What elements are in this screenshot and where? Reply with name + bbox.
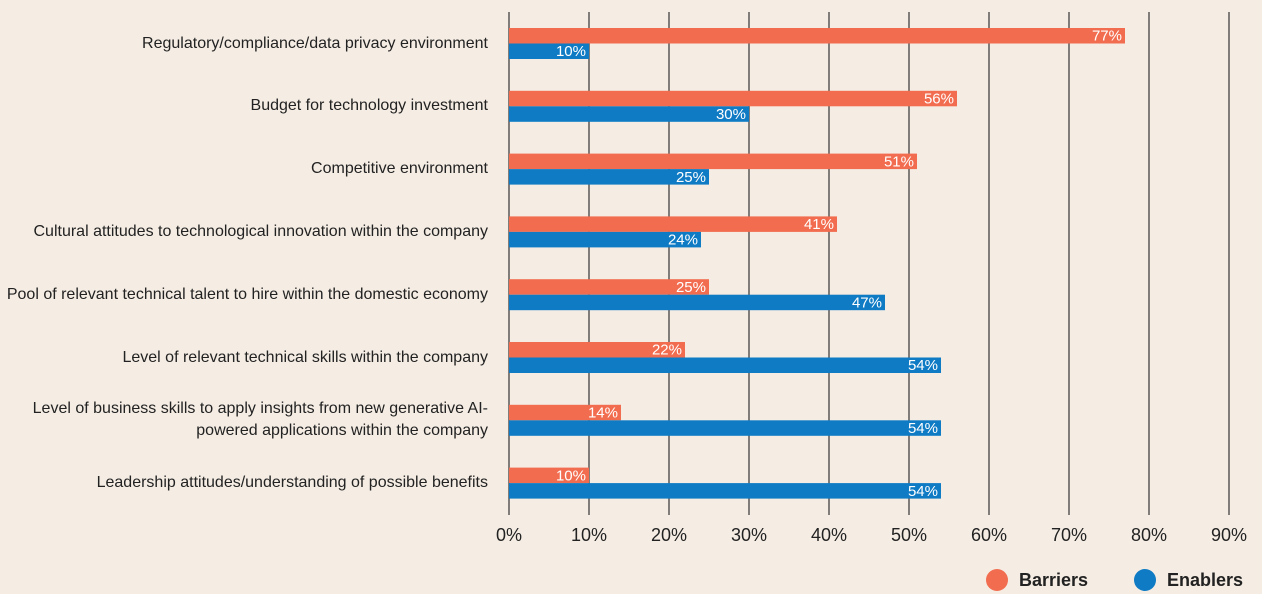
bar <box>509 216 837 232</box>
x-tick-label: 80% <box>1131 525 1167 545</box>
category-label: Leadership attitudes/understanding of po… <box>96 474 488 492</box>
value-label: 56% <box>924 91 954 108</box>
bar <box>509 294 885 311</box>
legend-label: Enablers <box>1167 570 1243 590</box>
value-label: 47% <box>852 294 882 311</box>
bar <box>509 231 701 248</box>
value-label: 54% <box>908 357 938 374</box>
x-tick-label: 0% <box>496 525 522 545</box>
bar <box>509 404 621 421</box>
category-label: Level of business skills to apply insigh… <box>32 400 488 440</box>
value-label: 24% <box>668 232 698 249</box>
legend-swatch <box>1134 569 1156 591</box>
category-label: Competitive environment <box>311 160 488 178</box>
x-tick-label: 90% <box>1211 525 1247 545</box>
bar <box>509 483 941 499</box>
legend-swatch <box>986 569 1008 591</box>
x-tick-label: 10% <box>571 525 607 545</box>
value-label: 54% <box>908 483 938 500</box>
bar <box>509 357 941 373</box>
category-label: Budget for technology investment <box>250 97 488 115</box>
category-label: Cultural attitudes to technological inno… <box>33 222 489 240</box>
value-label: 10% <box>556 43 586 60</box>
bar <box>509 43 589 59</box>
x-tick-label: 70% <box>1051 525 1087 545</box>
legend-label: Barriers <box>1019 570 1088 590</box>
value-label: 77% <box>1092 28 1122 45</box>
category-label: Regulatory/compliance/data privacy envir… <box>142 34 488 52</box>
category-label: Pool of relevant technical talent to hir… <box>6 285 488 303</box>
value-label: 41% <box>804 216 834 233</box>
value-label: 14% <box>588 405 618 422</box>
value-label: 54% <box>908 420 938 437</box>
bar <box>509 153 917 170</box>
value-label: 22% <box>652 342 682 359</box>
bar <box>509 467 589 484</box>
bar <box>509 279 709 295</box>
bar <box>509 90 957 107</box>
value-label: 25% <box>676 279 706 296</box>
category-label: Level of relevant technical skills withi… <box>122 348 488 366</box>
bar <box>509 106 749 122</box>
bar <box>509 28 1125 44</box>
x-tick-label: 60% <box>971 525 1007 545</box>
x-tick-label: 20% <box>651 525 687 545</box>
bar <box>509 342 685 358</box>
x-tick-label: 50% <box>891 525 927 545</box>
value-label: 25% <box>676 169 706 186</box>
x-tick-label: 30% <box>731 525 767 545</box>
value-label: 51% <box>884 153 914 170</box>
value-label: 10% <box>556 467 586 484</box>
bar <box>509 169 709 185</box>
bar <box>509 420 941 436</box>
x-tick-label: 40% <box>811 525 847 545</box>
value-label: 30% <box>716 106 746 123</box>
